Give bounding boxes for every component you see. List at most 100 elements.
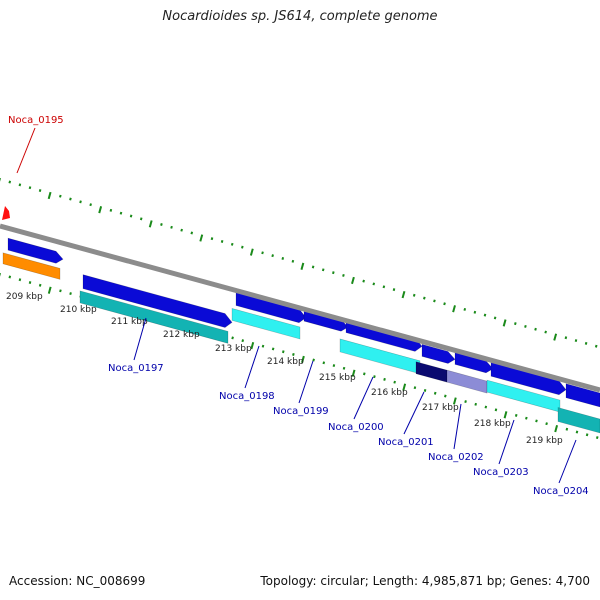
outer-tick <box>332 271 335 275</box>
inner-tick <box>271 347 275 351</box>
outer-tick <box>300 262 305 270</box>
outer-tick <box>180 228 183 232</box>
outer-tick <box>483 313 487 317</box>
outer-tick <box>351 276 355 285</box>
outer-tick <box>170 225 173 229</box>
outer-tick <box>382 285 386 289</box>
inner-tick <box>402 383 407 391</box>
outer-tick <box>574 339 578 343</box>
scale-label: 217 kbp <box>422 403 459 413</box>
inner-tick <box>423 389 427 392</box>
gene-label: Noca_0202 <box>428 452 484 463</box>
feature-bar-orange <box>2 252 61 280</box>
inner-tick <box>18 278 22 282</box>
inner-tick <box>59 289 62 293</box>
inner-tick <box>301 355 305 364</box>
outer-tick <box>220 240 224 243</box>
scale-label: 210 kbp <box>60 305 97 315</box>
inner-tick <box>342 366 346 370</box>
inner-tick <box>503 411 508 419</box>
map-title: Nocardioides sp. JS614, complete genome <box>162 9 438 24</box>
inner-tick <box>452 397 457 405</box>
gene-label: Noca_0204 <box>533 486 589 497</box>
gene-label: Noca_0197 <box>108 363 164 374</box>
inner-tick <box>47 286 52 294</box>
outer-tick <box>362 279 365 283</box>
feature-bar-teal <box>557 407 600 434</box>
outer-tick <box>18 183 22 187</box>
inner-tick <box>69 292 72 296</box>
outer-tick <box>249 248 254 256</box>
outer-tick <box>69 197 72 201</box>
outer-tick <box>544 330 547 334</box>
outer-tick <box>502 319 507 327</box>
inner-tick <box>444 394 447 398</box>
outer-tick <box>473 310 477 314</box>
feature-bar-cyan <box>231 308 301 340</box>
gene-leader-line <box>453 403 462 450</box>
inner-tick <box>383 377 386 381</box>
inner-tick <box>250 341 255 350</box>
inner-tick <box>231 336 234 340</box>
outer-tick <box>493 316 497 320</box>
outer-tick <box>392 288 396 292</box>
outer-tick <box>89 203 92 207</box>
scale-label: 218 kbp <box>474 419 511 429</box>
outer-tick <box>59 194 62 198</box>
gene-label: Noca_0203 <box>473 467 529 478</box>
inner-tick <box>484 405 488 409</box>
inner-tick <box>565 427 569 431</box>
scale-label: 212 kbp <box>163 330 200 340</box>
outer-tick <box>261 251 264 255</box>
inner-tick <box>525 416 528 420</box>
inner-tick <box>554 425 559 433</box>
scale-label: 215 kbp <box>319 373 356 383</box>
inner-tick <box>373 375 376 379</box>
inner-tick <box>585 433 589 437</box>
outer-tick <box>129 214 133 218</box>
gene-label: Noca_0198 <box>219 391 275 402</box>
scale-label: 216 kbp <box>371 388 408 398</box>
scale-labels: 209 kbp 210 kbp 211 kbp 212 kbp 213 kbp 214 k… <box>6 292 563 446</box>
accession-text: Accession: NC_008699 <box>9 574 146 588</box>
inner-tick <box>474 402 478 406</box>
outer-tick <box>38 189 42 193</box>
gene-arrow <box>7 237 64 264</box>
gene-leader-line <box>403 391 425 435</box>
outer-tick <box>148 220 153 228</box>
inner-tick <box>351 369 356 377</box>
outer-tick <box>79 200 82 204</box>
outer-tick <box>321 268 325 272</box>
outer-tick <box>98 206 103 214</box>
feature-bar-teal <box>79 290 229 344</box>
inner-tick <box>545 422 548 426</box>
feature-bar-lavender <box>446 369 488 394</box>
outer-tick <box>443 302 446 306</box>
outer-tick <box>230 242 234 246</box>
gene-leader-line <box>498 419 515 465</box>
outer-tick <box>401 290 406 299</box>
inner-tick <box>363 372 366 376</box>
inner-tick <box>8 275 12 279</box>
genome-summary-text: Topology: circular; Length: 4,985,871 bp… <box>260 574 590 588</box>
outer-tick <box>271 254 274 258</box>
outer-tick <box>463 307 467 311</box>
inner-tick <box>575 430 579 434</box>
gene-leader-line <box>298 360 314 404</box>
gene-labels: Noca_0195 Noca_0197 Noca_0198 Noca_0199 Noca… <box>8 115 589 497</box>
outer-tick <box>311 265 315 269</box>
outer-tick <box>423 296 426 300</box>
outer-tick <box>291 259 295 263</box>
gene-arrow <box>82 274 233 328</box>
selected-gene-marker <box>2 206 10 220</box>
inner-tick <box>332 364 336 368</box>
inner-tick <box>312 358 315 362</box>
gene-label: Noca_0199 <box>273 406 329 417</box>
gene-arrow <box>565 383 600 408</box>
feature-bar-navy <box>415 361 448 383</box>
outer-tick <box>119 211 123 215</box>
gene-label: Noca_0201 <box>378 437 434 448</box>
inner-tick <box>292 353 295 356</box>
outer-tick <box>241 245 244 249</box>
